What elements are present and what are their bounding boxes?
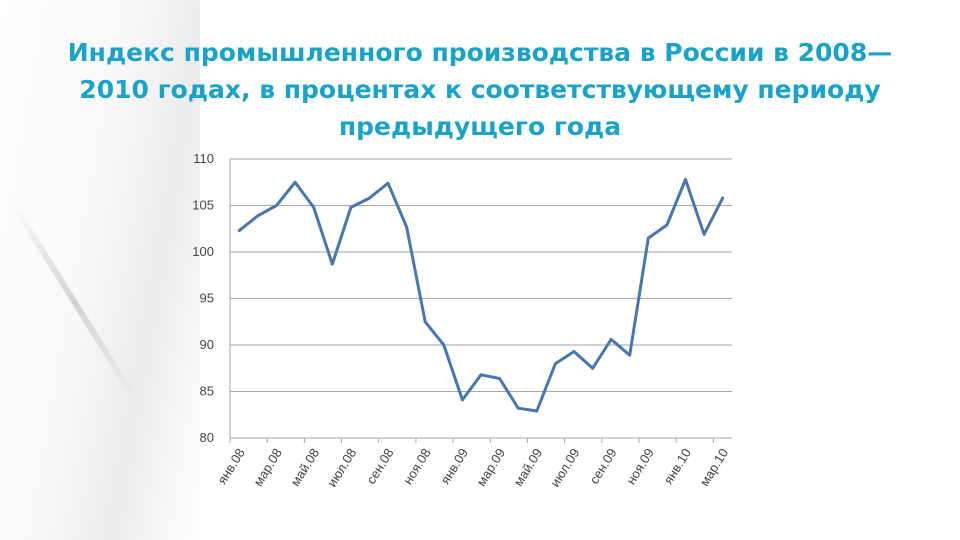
x-tick-label: янв.08 <box>214 446 247 487</box>
title-line-1: Индекс промышленного производства в Росс… <box>67 38 893 67</box>
x-tick-label: янв.10 <box>661 446 694 487</box>
y-tick-label: 80 <box>200 430 214 445</box>
x-axis: янв.08 мар.08 май.08 июл.08 сен.08 ноя.08 янв.… <box>214 438 731 490</box>
x-tick-label: июл.09 <box>547 446 582 490</box>
x-tick-label: янв.09 <box>437 446 470 487</box>
data-point <box>256 214 260 218</box>
data-point <box>609 338 613 341</box>
data-point <box>572 350 576 353</box>
data-point <box>275 204 278 207</box>
x-tick-label: июл.08 <box>324 446 359 490</box>
x-tick-label: мар.10 <box>697 446 732 489</box>
chart-grid <box>230 158 732 439</box>
plot-area <box>237 178 725 413</box>
slide-title: Индекс промышленного производства в Росс… <box>20 34 940 145</box>
data-point <box>553 362 557 365</box>
data-point <box>498 377 501 380</box>
data-point <box>628 353 632 357</box>
y-tick-label: 110 <box>193 151 214 166</box>
data-point <box>461 398 464 402</box>
title-line-3: предыдущего года <box>338 112 622 141</box>
y-tick-label: 105 <box>192 198 214 213</box>
data-point <box>535 409 539 413</box>
y-tick-label: 95 <box>200 291 214 306</box>
series-line <box>237 178 725 413</box>
data-point <box>330 262 334 266</box>
x-tick-label: мар.08 <box>250 446 285 489</box>
data-point <box>479 373 483 377</box>
data-point <box>293 180 297 184</box>
data-point <box>405 225 409 229</box>
data-point <box>665 223 669 227</box>
x-tick-label: мар.09 <box>473 446 508 489</box>
data-point <box>684 178 687 181</box>
title-line-2: 2010 годах, в процентах к соответствующе… <box>79 75 881 104</box>
data-point <box>442 343 446 347</box>
background-decoration <box>0 0 200 540</box>
data-point <box>646 236 650 240</box>
x-tick-label: май.09 <box>511 446 546 489</box>
data-point <box>702 232 706 236</box>
data-point <box>312 205 316 209</box>
data-point <box>368 196 371 200</box>
data-point <box>721 196 725 200</box>
x-tick-label: сен.08 <box>363 446 396 487</box>
y-tick-label: 90 <box>200 337 214 352</box>
data-point <box>516 406 520 410</box>
y-axis: 80 85 90 95 100 105 110 <box>192 151 231 445</box>
data-point <box>591 366 594 370</box>
x-tick-label: ноя.08 <box>400 446 434 487</box>
data-point <box>349 205 353 209</box>
x-tick-label: май.08 <box>287 446 322 489</box>
y-tick-label: 100 <box>192 244 214 259</box>
x-tick-label: ноя.09 <box>623 446 657 487</box>
data-point <box>423 320 427 324</box>
x-tick-label: сен.09 <box>586 446 619 487</box>
data-point <box>237 229 241 233</box>
data-point <box>386 181 390 185</box>
y-tick-label: 85 <box>200 384 214 399</box>
